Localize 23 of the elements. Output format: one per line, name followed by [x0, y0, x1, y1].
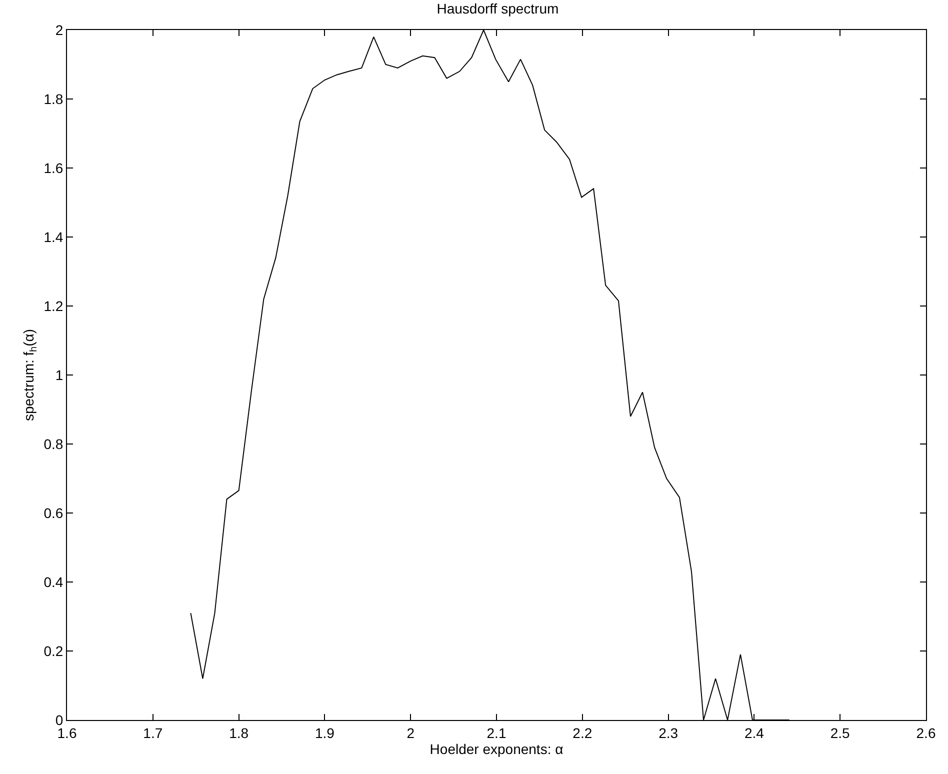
y-tick-label: 0.4	[44, 574, 64, 590]
y-tick-label: 0.2	[44, 642, 64, 659]
x-tick-label: 2.2	[572, 724, 592, 741]
y-tick-label: 0.6	[44, 504, 64, 521]
chart-title: Hausdorff spectrum	[436, 0, 559, 17]
y-tick-label: 1.2	[44, 298, 64, 314]
x-tick-label: 1.7	[143, 724, 163, 741]
x-tick-label: 2.3	[658, 724, 678, 741]
x-tick-label: 2.1	[486, 724, 506, 741]
y-tick-label: 1.6	[44, 160, 64, 176]
y-tick-label: 1	[55, 366, 64, 383]
x-tick-label: 2.6	[916, 724, 936, 741]
x-tick-label: 2	[406, 724, 415, 741]
y-tick-label: 1.8	[44, 90, 64, 107]
y-tick-label: 1.4	[44, 228, 64, 245]
x-tick-label: 2.4	[744, 724, 764, 741]
y-tick-label: 0.8	[44, 436, 64, 452]
y-tick-label: 2	[55, 22, 64, 38]
x-tick-label: 1.9	[314, 724, 335, 741]
x-tick-label: 2.5	[830, 724, 850, 741]
y-tick-label: 0	[55, 712, 64, 728]
x-axis-title: Hoelder exponents: α	[430, 741, 564, 758]
x-tick-label: 1.8	[229, 724, 249, 741]
